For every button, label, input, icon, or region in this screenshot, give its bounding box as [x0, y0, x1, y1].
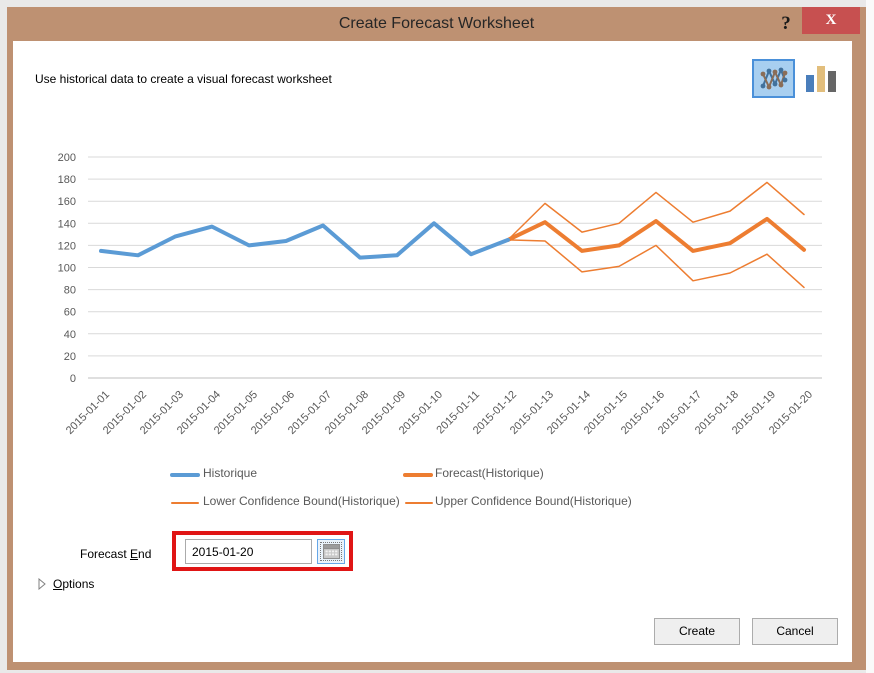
line-chart-toggle-button[interactable]: [752, 59, 795, 98]
y-tick-label: 100: [58, 263, 76, 275]
forecast-end-input[interactable]: [185, 539, 312, 564]
legend-swatch-lower-bound: [171, 502, 199, 504]
forecast-end-label: Forecast End: [80, 547, 152, 561]
y-tick-label: 80: [64, 285, 76, 297]
y-tick-label: 160: [58, 196, 76, 208]
legend-swatch-forecast: [403, 473, 433, 477]
focus-rect: [320, 542, 342, 561]
create-forecast-worksheet-dialog: Create Forecast Worksheet ? X Use histor…: [7, 7, 866, 670]
dialog-body: Use historical data to create a visual f…: [13, 41, 852, 662]
series-line-0: [99, 221, 510, 260]
background-strip: [866, 0, 874, 673]
y-tick-label: 200: [58, 152, 76, 164]
legend-label-historique: Historique: [203, 466, 258, 480]
calendar-icon: [322, 544, 340, 559]
series-line-1: [506, 216, 806, 253]
legend-label-upper-bound: Upper Confidence Bound(Historique): [435, 494, 632, 508]
legend-swatch-historique: [170, 473, 200, 477]
close-icon: X: [825, 12, 837, 28]
y-tick-label: 120: [58, 240, 76, 252]
options-disclosure[interactable]: Options: [38, 575, 94, 593]
annotation-highlight-box: [172, 531, 353, 571]
dialog-title: Create Forecast Worksheet: [338, 15, 535, 32]
line-chart-icon: [760, 66, 787, 90]
dialog-titlebar[interactable]: Create Forecast Worksheet ? X: [7, 7, 866, 41]
y-tick-label: 0: [70, 373, 76, 385]
create-button[interactable]: Create: [654, 618, 740, 645]
series-line-2: [507, 239, 805, 289]
y-tick-label: 140: [58, 218, 76, 230]
y-tick-label: 60: [64, 307, 76, 319]
legend-label-lower-bound: Lower Confidence Bound(Historique): [203, 494, 400, 508]
dialog-subtitle: Use historical data to create a visual f…: [35, 72, 332, 86]
column-chart-toggle-button[interactable]: [802, 62, 840, 96]
close-button[interactable]: X: [802, 7, 860, 34]
series-line-3: [507, 181, 805, 241]
legend-swatch-upper-bound: [405, 502, 433, 504]
options-label: Options: [53, 577, 95, 591]
legend-label-forecast: Forecast(Historique): [435, 466, 544, 480]
forecast-chart: 0204060801001201401601802002015-01-01201…: [58, 152, 822, 437]
cancel-button[interactable]: Cancel: [752, 618, 838, 645]
column-chart-icon: [806, 66, 836, 92]
y-tick-label: 40: [64, 329, 76, 341]
date-picker-button[interactable]: [317, 539, 345, 564]
help-button[interactable]: ?: [781, 13, 791, 34]
y-tick-label: 20: [64, 351, 76, 363]
y-tick-label: 180: [58, 174, 76, 186]
gridlines: [88, 156, 822, 379]
disclosure-triangle-icon: [38, 578, 46, 590]
